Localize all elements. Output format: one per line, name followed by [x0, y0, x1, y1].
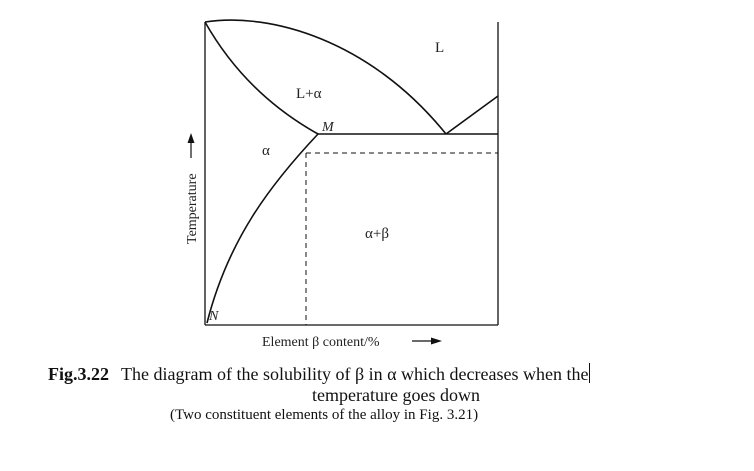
figure-title-line-2: temperature goes down — [312, 385, 480, 405]
text-cursor — [589, 363, 591, 383]
figure-number: Fig.3.22 — [48, 364, 109, 384]
y-axis-arrow-head-icon — [187, 133, 195, 143]
region-label-liquid-alpha: L+α — [296, 86, 322, 102]
figure-subtitle: (Two constituent elements of the alloy i… — [170, 407, 479, 423]
liquidus-beta-line — [445, 95, 499, 135]
solidus-alpha-curve — [204, 21, 319, 135]
point-label-m: M — [321, 120, 335, 135]
solvus-curve — [206, 133, 319, 324]
region-label-alpha: α — [262, 143, 270, 159]
region-label-liquid: L — [435, 40, 444, 56]
region-label-alpha-beta: α+β — [365, 226, 389, 242]
y-axis-label: Temperature — [185, 173, 200, 244]
point-label-n: N — [208, 309, 219, 324]
x-axis-label: Element β content/% — [262, 335, 380, 350]
x-axis-arrow-head-icon — [431, 337, 442, 345]
figure-title-line-1: The diagram of the solubility of β in α … — [121, 364, 589, 384]
liquidus-alpha-curve — [204, 19, 447, 135]
figure-caption-title: Fig.3.22 The diagram of the solubility of… — [48, 363, 591, 385]
